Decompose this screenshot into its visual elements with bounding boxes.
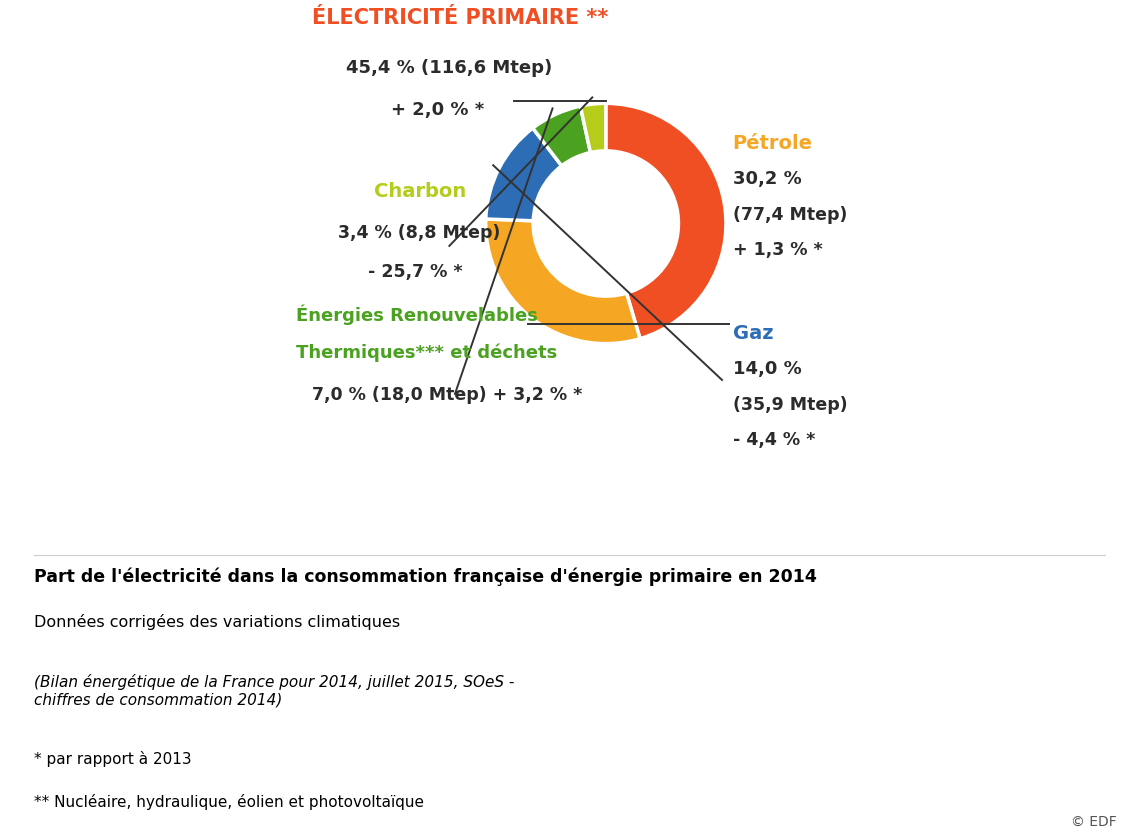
Wedge shape <box>606 103 726 339</box>
Wedge shape <box>485 128 562 221</box>
Text: Charbon: Charbon <box>374 182 466 201</box>
Text: ** Nucléaire, hydraulique, éolien et photovoltaïque: ** Nucléaire, hydraulique, éolien et pho… <box>34 794 424 810</box>
Text: * par rapport à 2013: * par rapport à 2013 <box>34 751 191 767</box>
Text: + 1,3 % *: + 1,3 % * <box>732 241 822 259</box>
Wedge shape <box>485 219 640 344</box>
Text: Énergies Renouvelables: Énergies Renouvelables <box>296 304 538 325</box>
Text: (Bilan énergétique de la France pour 2014, juillet 2015, SOeS -
chiffres de cons: (Bilan énergétique de la France pour 201… <box>34 675 515 708</box>
Text: - 4,4 % *: - 4,4 % * <box>732 431 816 450</box>
Text: 3,4 % (8,8 Mtep): 3,4 % (8,8 Mtep) <box>337 224 500 242</box>
Text: Part de l'électricité dans la consommation française d'énergie primaire en 2014: Part de l'électricité dans la consommati… <box>34 567 817 585</box>
Text: Données corrigées des variations climatiques: Données corrigées des variations climati… <box>34 614 400 630</box>
Wedge shape <box>533 106 590 166</box>
Text: 14,0 %: 14,0 % <box>732 360 802 379</box>
Text: ÉLECTRICITÉ PRIMAIRE **: ÉLECTRICITÉ PRIMAIRE ** <box>312 8 609 28</box>
Text: Pétrole: Pétrole <box>732 134 812 153</box>
Text: (77,4 Mtep): (77,4 Mtep) <box>732 206 847 224</box>
Text: (35,9 Mtep): (35,9 Mtep) <box>732 395 847 414</box>
Text: Gaz: Gaz <box>732 324 773 343</box>
Text: - 25,7 % *: - 25,7 % * <box>368 263 462 280</box>
Text: Thermiques*** et déchets: Thermiques*** et déchets <box>296 344 557 362</box>
Wedge shape <box>581 103 606 153</box>
Text: 45,4 % (116,6 Mtep): 45,4 % (116,6 Mtep) <box>346 58 552 77</box>
Text: + 2,0 % *: + 2,0 % * <box>391 101 484 118</box>
Text: © EDF: © EDF <box>1071 815 1116 828</box>
Text: 7,0 % (18,0 Mtep) + 3,2 % *: 7,0 % (18,0 Mtep) + 3,2 % * <box>312 385 583 404</box>
Text: 30,2 %: 30,2 % <box>732 170 802 188</box>
